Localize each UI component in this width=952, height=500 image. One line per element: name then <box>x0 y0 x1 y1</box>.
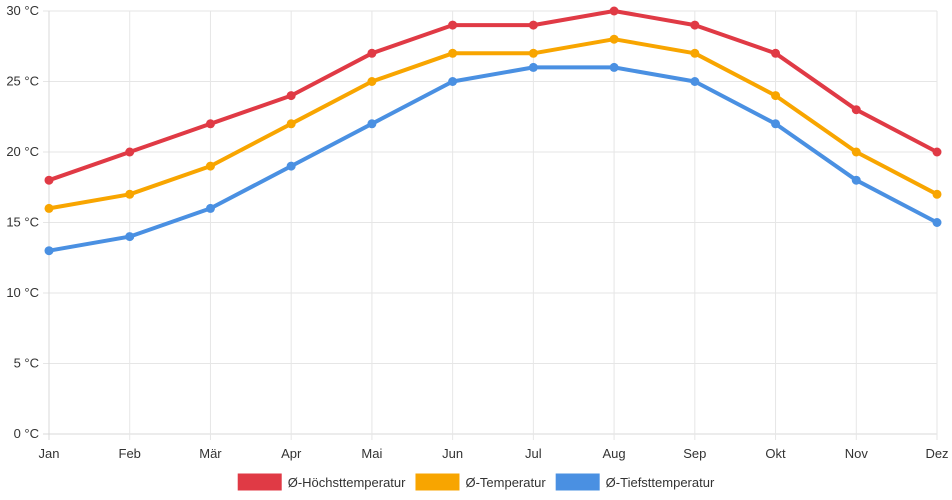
x-tick-label: Apr <box>281 446 302 461</box>
data-point-o-hochsttemperatur[interactable] <box>932 147 942 157</box>
x-tick-label: Jan <box>39 446 60 461</box>
legend-swatch <box>237 473 282 491</box>
legend-label: Ø-Temperatur <box>465 475 546 490</box>
x-tick-label: Mai <box>361 446 382 461</box>
y-tick-label: 5 °C <box>14 356 39 371</box>
x-tick-label: Jul <box>525 446 542 461</box>
data-point-o-tiefsttemperatur[interactable] <box>205 203 215 213</box>
data-point-o-hochsttemperatur[interactable] <box>448 20 458 30</box>
data-point-o-temperatur[interactable] <box>771 91 781 101</box>
data-point-o-hochsttemperatur[interactable] <box>44 175 54 185</box>
y-tick-label: 15 °C <box>6 215 39 230</box>
y-tick-label: 30 °C <box>6 3 39 18</box>
y-axis-ticks: 0 °C 5 °C 10 °C 15 °C 20 °C 25 °C 30 °C <box>6 3 39 441</box>
data-point-o-tiefsttemperatur[interactable] <box>609 62 619 72</box>
x-tick-label: Feb <box>119 446 141 461</box>
legend-label: Ø-Höchsttemperatur <box>288 475 406 490</box>
x-tick-label: Sep <box>683 446 706 461</box>
y-tick-label: 10 °C <box>6 285 39 300</box>
data-point-o-tiefsttemperatur[interactable] <box>528 62 538 72</box>
series-o-hochsttemperatur <box>44 6 942 185</box>
x-tick-label: Mär <box>199 446 222 461</box>
x-tick-label: Aug <box>603 446 626 461</box>
data-point-o-tiefsttemperatur[interactable] <box>44 246 54 256</box>
data-point-o-temperatur[interactable] <box>44 203 54 213</box>
x-tick-label: Dez <box>925 446 948 461</box>
data-point-o-hochsttemperatur[interactable] <box>609 6 619 16</box>
data-point-o-temperatur[interactable] <box>609 34 619 44</box>
legend-swatch <box>415 473 460 491</box>
legend-item-o-temperatur[interactable]: Ø-Temperatur <box>415 473 546 491</box>
x-tick-label: Nov <box>845 446 869 461</box>
series-o-tiefsttemperatur <box>44 62 942 256</box>
data-point-o-hochsttemperatur[interactable] <box>286 91 296 101</box>
data-point-o-temperatur[interactable] <box>286 119 296 129</box>
data-point-o-temperatur[interactable] <box>205 161 215 171</box>
data-point-o-tiefsttemperatur[interactable] <box>851 175 861 185</box>
y-tick-label: 25 °C <box>6 74 39 89</box>
series-line-o-hochsttemperatur <box>47 9 939 183</box>
data-point-o-temperatur[interactable] <box>932 189 942 199</box>
data-point-o-temperatur[interactable] <box>125 189 135 199</box>
data-point-o-tiefsttemperatur[interactable] <box>125 232 135 242</box>
x-tick-label: Jun <box>442 446 463 461</box>
data-point-o-temperatur[interactable] <box>528 48 538 58</box>
series-o-temperatur <box>44 34 942 213</box>
legend-swatch <box>555 473 600 491</box>
data-point-o-hochsttemperatur[interactable] <box>125 147 135 157</box>
data-point-o-hochsttemperatur[interactable] <box>771 48 781 58</box>
series-line-o-temperatur <box>47 37 939 211</box>
data-point-o-tiefsttemperatur[interactable] <box>932 218 942 227</box>
data-point-o-tiefsttemperatur[interactable] <box>448 77 458 86</box>
data-point-o-tiefsttemperatur[interactable] <box>367 119 377 129</box>
series-line-o-tiefsttemperatur <box>47 65 939 253</box>
x-tick-label: Okt <box>765 446 786 461</box>
series-lines <box>44 6 942 256</box>
data-point-o-temperatur[interactable] <box>448 48 458 58</box>
data-point-o-temperatur[interactable] <box>851 147 861 157</box>
legend-item-o-tiefsttemperatur[interactable]: Ø-Tiefsttemperatur <box>555 473 715 491</box>
legend: Ø-Höchsttemperatur Ø-Temperatur Ø-Tiefstte… <box>237 473 715 491</box>
data-point-o-hochsttemperatur[interactable] <box>690 20 700 30</box>
data-point-o-tiefsttemperatur[interactable] <box>690 77 700 86</box>
data-point-o-hochsttemperatur[interactable] <box>367 48 377 58</box>
y-tick-label: 0 °C <box>14 426 39 441</box>
data-point-o-tiefsttemperatur[interactable] <box>286 161 296 171</box>
legend-label: Ø-Tiefsttemperatur <box>606 475 715 490</box>
y-tick-label: 20 °C <box>6 144 39 159</box>
data-point-o-hochsttemperatur[interactable] <box>528 20 538 30</box>
data-point-o-hochsttemperatur[interactable] <box>851 105 861 115</box>
data-point-o-tiefsttemperatur[interactable] <box>771 119 781 129</box>
data-point-o-hochsttemperatur[interactable] <box>205 119 215 129</box>
x-axis-ticks: Jan Feb Mär Apr Mai Jun Jul Aug Sep Okt Nov Dez <box>39 446 949 461</box>
data-point-o-temperatur[interactable] <box>690 48 700 58</box>
data-point-o-temperatur[interactable] <box>367 77 377 86</box>
legend-item-o-hochsttemperatur[interactable]: Ø-Höchsttemperatur <box>237 473 406 491</box>
